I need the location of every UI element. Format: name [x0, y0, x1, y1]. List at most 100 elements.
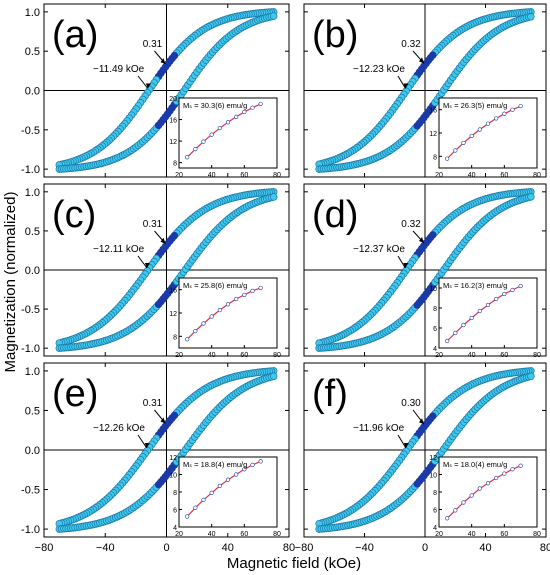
inset-data-point [209, 314, 214, 319]
y-tick-label: -1.0 [21, 343, 40, 355]
remanence-arrowhead [160, 237, 166, 244]
panel-b: (b) 0.32 −12.23 kOe 20 40 60 80 8 12 16 Mₛ = 26.3(… [303, 3, 547, 179]
remanence-arrowhead [419, 57, 424, 64]
inset-data-point [469, 315, 474, 321]
coercivity-arrow [137, 75, 149, 89]
inset-y-tick-label: 6 [433, 326, 437, 333]
y-tick-label: 0.0 [25, 86, 40, 98]
inset-x-tick-label: 20 [435, 172, 443, 179]
inset-x-tick-label: 80 [273, 172, 281, 179]
inset-x-tick-label: 60 [240, 172, 248, 179]
inset-y-tick-label: 4 [433, 346, 437, 353]
inset-data-point [494, 116, 499, 121]
panel-label: (b) [312, 14, 358, 56]
remanence-arrowhead [419, 418, 424, 425]
remanence-label: 0.32 [401, 219, 421, 230]
coercivity-arrowhead [144, 443, 150, 448]
x-tick-label: 80 [283, 542, 295, 554]
data-point [527, 372, 535, 381]
inset-data-point [185, 337, 190, 342]
inset-data-point [502, 471, 507, 476]
inset-x-tick-label: 80 [273, 352, 281, 359]
inset-y-tick-label: 4 [433, 525, 437, 532]
remanence-label: 0.31 [143, 219, 163, 230]
inset-fit-line [446, 105, 521, 160]
coercivity-label: −11.96 kOe [353, 423, 405, 434]
remanence-arrowhead [160, 58, 166, 65]
inset-x-tick-label: 40 [468, 172, 476, 179]
inset-data-point [193, 328, 198, 334]
inset-y-tick-label: 16 [169, 118, 177, 125]
inset-data-point [518, 283, 523, 289]
y-tick-label: 0.0 [25, 265, 40, 277]
coercivity-arrow [137, 255, 148, 269]
inset-data-point [461, 322, 466, 328]
inset-x-tick-label: 60 [500, 531, 508, 538]
inset-data-point [494, 296, 499, 302]
inset-data-point [193, 147, 198, 152]
inset-data-point [250, 288, 255, 293]
inset-y-tick-label: 12 [169, 455, 177, 462]
data-point [269, 193, 278, 201]
inset-label: Mₛ = 26.3(5) emu/g [443, 101, 507, 110]
inset-data-point [217, 483, 222, 488]
inset: 20 40 60 80 8 12 16 Mₛ = 25.8(6) emu/g [169, 277, 281, 359]
inset-data-point [242, 292, 247, 298]
inset-data-point [225, 120, 231, 125]
x-tick-label: −80 [35, 542, 54, 554]
inset-data-point [242, 109, 247, 115]
y-tick-label: 1.0 [25, 187, 40, 199]
y-tick-label: -0.5 [21, 485, 40, 497]
inset-x-tick-label: 40 [208, 352, 216, 359]
inset-data-point [242, 467, 247, 472]
inset-label: Mₛ = 30.3(6) emu/g [183, 101, 247, 110]
inset-y-tick-label: 10 [429, 473, 437, 480]
inset-y-tick-label: 8 [433, 306, 437, 313]
inset-x-tick-label: 40 [208, 172, 216, 179]
inset-data-point [201, 321, 206, 326]
x-tick-label: 0 [422, 542, 428, 554]
inset-y-tick-label: 16 [169, 288, 177, 295]
inset-data-point [469, 133, 474, 139]
inset-data-point [250, 462, 255, 467]
panel-c: -1.0 -0.5 0.0 0.5 1.0 (c) 0.31 −12.11 kOe 20 40 60… [21, 183, 290, 359]
inset-data-point [258, 459, 263, 464]
inset-frame [438, 97, 538, 169]
inset-data-point [209, 132, 214, 137]
y-tick-label: -0.5 [21, 304, 40, 316]
remanence-label: 0.31 [143, 39, 163, 50]
inset: 20 40 60 80 4 6 8 10 12 Mₛ = 18.0(4) emu/g [429, 455, 541, 538]
inset-data-point [477, 127, 482, 132]
coercivity-label: −11.49 kOe [93, 64, 145, 75]
inset-data-point [510, 467, 515, 472]
inset-y-tick-label: 6 [173, 508, 177, 515]
y-tick-label: 0.0 [25, 445, 40, 457]
inset-y-tick-label: 12 [169, 311, 177, 318]
inset-data-point [477, 486, 482, 491]
inset-data-point [485, 121, 491, 126]
inset-data-point [193, 505, 198, 510]
inset-data-point [217, 126, 222, 131]
inset-frame [178, 456, 278, 528]
x-tick-label: −80 [295, 542, 314, 554]
panel-f: −80 −40 0 40 80 (f) 0.30 −11.96 kOe 20 40 60 80 4 6 8 1… [295, 362, 550, 554]
inset-label: Mₛ = 18.8(4) emu/g [183, 460, 247, 469]
inset-y-tick-label: 8 [173, 161, 177, 168]
y-axis-label: Magnetization (normalized) [2, 192, 19, 373]
inset-data-point [477, 308, 482, 314]
y-tick-label: 0.5 [25, 405, 40, 417]
inset-data-point [225, 477, 231, 482]
inset-y-tick-label: 10 [429, 286, 437, 293]
inset-y-tick-label: 8 [433, 490, 437, 497]
inset: 20 40 60 80 4 6 8 10 12 Mₛ = 18.8(4) emu/g [169, 455, 281, 538]
inset-data-point [510, 107, 515, 112]
inset-data-point [217, 307, 222, 313]
inset-x-tick-label: 60 [500, 172, 508, 179]
inset-x-tick-label: 20 [175, 172, 183, 179]
inset-data-point [234, 296, 239, 302]
inset-x-tick-label: 80 [533, 172, 541, 179]
inset-fit-line [186, 460, 261, 517]
inset-fit-line [446, 285, 521, 342]
y-tick-label: 0.5 [25, 226, 40, 238]
